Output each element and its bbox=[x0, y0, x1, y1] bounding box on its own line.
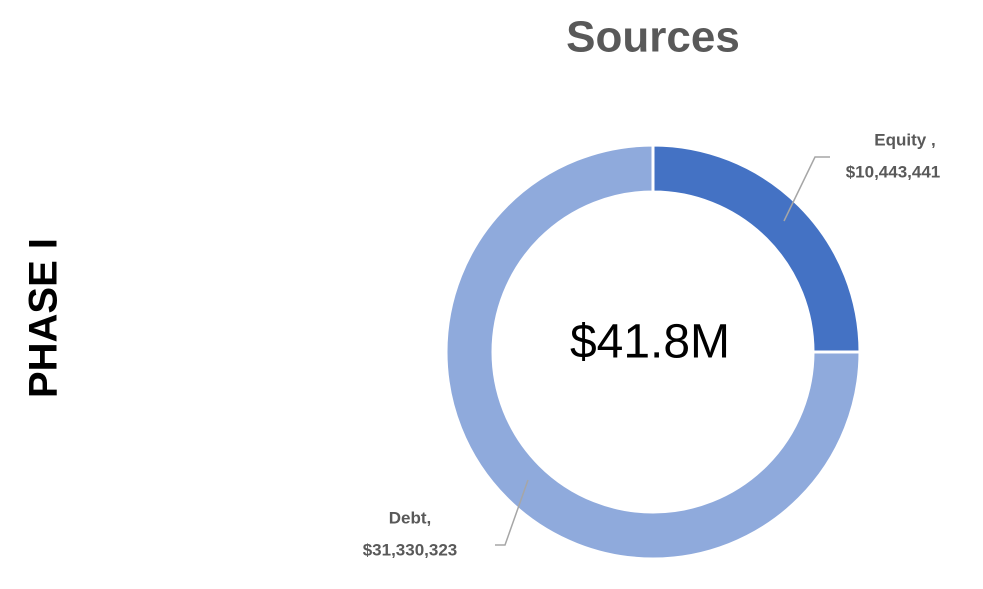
leader-line bbox=[783, 156, 830, 222]
donut bbox=[444, 143, 862, 561]
value-label: $10,443,441 bbox=[846, 162, 941, 181]
center-label: $41.8M bbox=[570, 316, 730, 369]
chart-title: Sources bbox=[566, 13, 740, 62]
category-label: Debt, bbox=[389, 508, 432, 527]
donut-slice bbox=[444, 143, 862, 561]
side-label: PHASE I bbox=[22, 238, 66, 398]
leader-line bbox=[495, 479, 529, 546]
value-label: $31,330,323 bbox=[363, 540, 458, 559]
category-label: Equity , bbox=[874, 130, 935, 149]
